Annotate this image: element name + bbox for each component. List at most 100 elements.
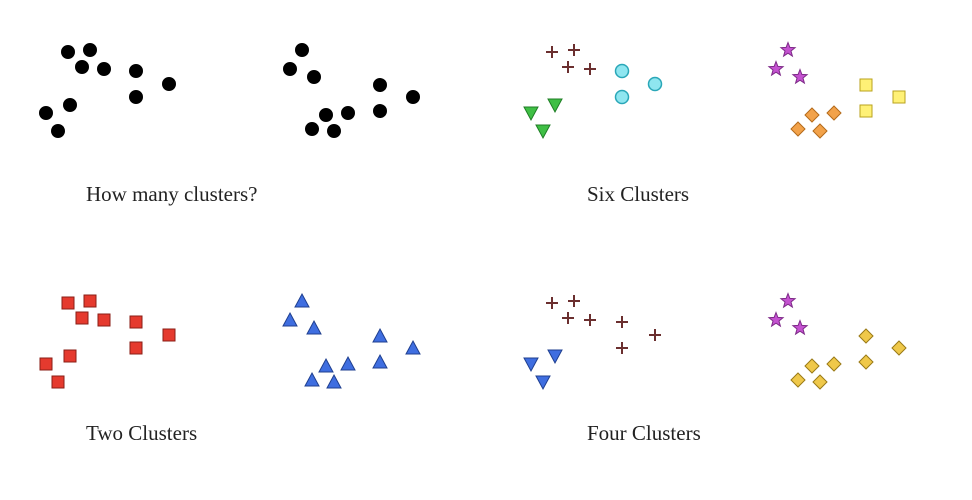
plus-marker [616, 316, 628, 328]
diamond-marker [891, 340, 907, 356]
plus-marker [568, 295, 580, 307]
star-marker [791, 68, 809, 85]
triangle-up-marker [372, 353, 388, 369]
diamond-marker [826, 105, 842, 121]
square-marker [75, 311, 89, 325]
panel-marks [523, 41, 906, 140]
circle-outline-marker [614, 89, 630, 105]
cluster-triangle-up [282, 292, 421, 389]
caption-four-clusters: Four Clusters [587, 421, 701, 445]
cluster-circle [283, 43, 420, 138]
square-marker [859, 104, 873, 118]
circle-marker [327, 124, 341, 138]
diamond-marker [826, 356, 842, 372]
triangle-down-marker [523, 357, 539, 373]
panel-how-many-clusters: How many clusters? [39, 43, 420, 206]
circle-marker [307, 70, 321, 84]
diamond-marker [858, 354, 874, 370]
diamond-marker [812, 374, 828, 390]
square-marker [129, 341, 143, 355]
panel-four-clusters: Four Clusters [523, 292, 907, 445]
triangle-up-marker [282, 311, 298, 327]
diamond-marker [804, 358, 820, 374]
diamond-marker [790, 372, 806, 388]
diamond-marker [858, 328, 874, 344]
circle-marker [39, 106, 53, 120]
circle-marker [162, 77, 176, 91]
cluster-diamond [790, 328, 907, 390]
circle-marker [63, 98, 77, 112]
circle-outline-marker [647, 76, 663, 92]
circle-marker [373, 104, 387, 118]
circle-marker [406, 90, 420, 104]
plus-marker [616, 342, 628, 354]
star-marker [767, 60, 785, 77]
circle-marker [83, 43, 97, 57]
square-marker [61, 296, 75, 310]
star-marker [779, 292, 797, 309]
circle-marker [51, 124, 65, 138]
plus-marker [546, 46, 558, 58]
plus-marker [568, 44, 580, 56]
circle-marker [75, 60, 89, 74]
panel-marks [39, 43, 420, 138]
plus-marker [562, 61, 574, 73]
cluster-circle [39, 43, 176, 138]
cluster-star [767, 41, 809, 85]
circle-marker [373, 78, 387, 92]
plus-marker [584, 314, 596, 326]
triangle-down-marker [535, 124, 551, 140]
cluster-plus [546, 295, 661, 354]
star-marker [779, 41, 797, 58]
triangle-up-marker [405, 339, 421, 355]
triangle-down-marker [535, 375, 551, 391]
square-marker [39, 357, 53, 371]
caption-how-many-clusters: How many clusters? [86, 182, 257, 206]
square-marker [129, 315, 143, 329]
square-marker [892, 90, 906, 104]
triangle-up-marker [340, 355, 356, 371]
circle-marker [61, 45, 75, 59]
plus-marker [649, 329, 661, 341]
cluster-square [39, 294, 176, 389]
triangle-down-marker [547, 98, 563, 114]
caption-six-clusters: Six Clusters [587, 182, 689, 206]
cluster-diamond [790, 105, 842, 139]
triangle-up-marker [326, 373, 342, 389]
plus-marker [546, 297, 558, 309]
square-marker [83, 294, 97, 308]
circle-marker [295, 43, 309, 57]
circle-marker [129, 90, 143, 104]
panel-marks [39, 292, 421, 389]
triangle-up-marker [304, 371, 320, 387]
circle-marker [305, 122, 319, 136]
triangle-up-marker [306, 319, 322, 335]
triangle-up-marker [318, 357, 334, 373]
circle-marker [97, 62, 111, 76]
plus-marker [562, 312, 574, 324]
square-marker [162, 328, 176, 342]
panel-marks [523, 292, 907, 391]
diamond-marker [812, 123, 828, 139]
cluster-triangle-down [523, 98, 563, 140]
circle-outline-marker [614, 63, 630, 79]
star-marker [767, 311, 785, 328]
cluster-circle-outline [614, 63, 663, 105]
triangle-up-marker [372, 327, 388, 343]
square-marker [63, 349, 77, 363]
cluster-triangle-down [523, 349, 563, 391]
triangle-down-marker [523, 106, 539, 122]
circle-marker [129, 64, 143, 78]
plus-marker [584, 63, 596, 75]
panel-six-clusters: Six Clusters [523, 41, 906, 206]
square-marker [97, 313, 111, 327]
triangle-up-marker [294, 292, 310, 308]
diamond-marker [804, 107, 820, 123]
diamond-marker [790, 121, 806, 137]
circle-marker [283, 62, 297, 76]
cluster-star [767, 292, 809, 336]
star-marker [791, 319, 809, 336]
panel-two-clusters: Two Clusters [39, 292, 421, 445]
square-marker [859, 78, 873, 92]
